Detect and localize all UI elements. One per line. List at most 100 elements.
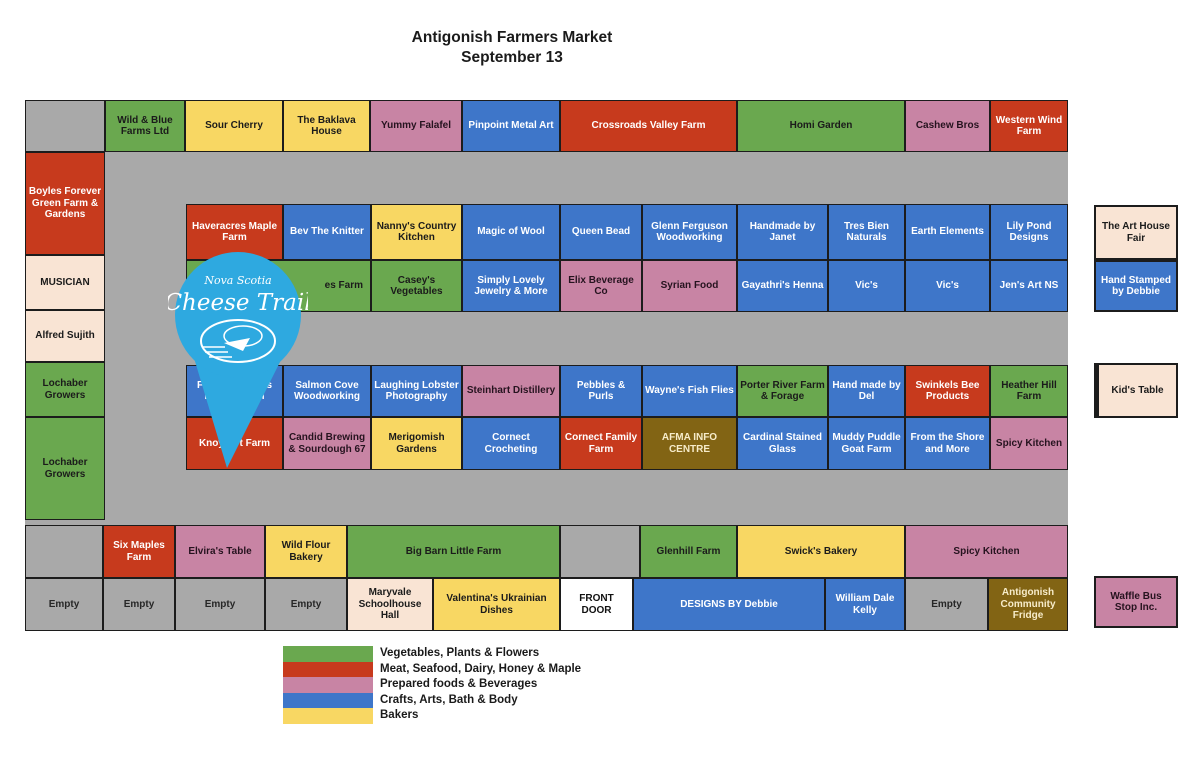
stall-front-door: FRONT DOOR — [560, 578, 633, 631]
stall-label: Pinpoint Metal Art — [468, 120, 554, 132]
stall-label: Simply Lovely Jewelry & More — [474, 274, 548, 298]
stall-hand-made-by-del: Hand made by Del — [828, 365, 905, 417]
stall-label: Queen Bead — [571, 226, 631, 238]
stall-label: Muddy Puddle Goat Farm — [832, 432, 901, 455]
stall-candid-brewing-sourdough-67: Candid Brewing & Sourdough 67 — [283, 417, 371, 470]
stall-label: William Dale Kelly — [835, 593, 895, 616]
stall-label: Haveracres Maple Farm — [191, 220, 278, 244]
stall-pebbles-purls: Pebbles & Purls — [560, 365, 642, 417]
legend-row-red: Meat, Seafood, Dairy, Honey & Maple — [283, 661, 581, 677]
legend-row-blue: Crafts, Arts, Bath & Body — [283, 692, 581, 708]
stall-simply-lovely-jewelry-more: Simply Lovely Jewelry & More — [462, 260, 560, 312]
stall-crossroads-valley-farm: Crossroads Valley Farm — [560, 100, 737, 152]
stall-swick-s-bakery: Swick's Bakery — [737, 525, 905, 578]
stall-porter-river-farm-forage: Porter River Farm & Forage — [737, 365, 828, 417]
stall-label: Swinkels Bee Products — [915, 379, 980, 403]
stall-empty: Empty — [103, 578, 175, 631]
stall-alfred-sujith: Alfred Sujith — [25, 310, 105, 362]
logo-region-label: Nova Scotia — [203, 274, 271, 287]
stall-label: Empty — [204, 598, 236, 610]
stall-maryvale-schoolhouse-hall: Maryvale Schoolhouse Hall — [347, 578, 433, 631]
stall-salmon-cove-woodworking: Salmon Cove Woodworking — [283, 365, 371, 417]
stall-homi-garden: Homi Garden — [737, 100, 905, 152]
stall-label: MUSICIAN — [40, 276, 90, 288]
stall-cornect-crocheting: Cornect Crocheting — [462, 417, 560, 470]
stall-label: Alfred Sujith — [35, 330, 95, 342]
stall-label: Magic of Wool — [477, 226, 545, 238]
stall-cornect-family-farm: Cornect Family Farm — [560, 417, 642, 470]
stall-label: Six Maples Farm — [113, 540, 165, 563]
legend-swatch-green — [283, 646, 373, 662]
stall-label: Empty — [123, 598, 155, 610]
stall-label: Casey's Vegetables — [390, 274, 443, 298]
stall-label: Boyles Forever Green Farm & Gardens — [28, 186, 102, 221]
empty-map-cell — [25, 100, 105, 152]
stall-label: Western Wind Farm — [995, 114, 1063, 138]
stall-glenn-ferguson-woodworking: Glenn Ferguson Woodworking — [642, 204, 737, 260]
stall-label: Lily Pond Designs — [1006, 220, 1052, 244]
legend-swatch-red — [283, 661, 373, 677]
stall-label: Hand Stamped by Debbie — [1100, 274, 1171, 298]
stall-label: Hand made by Del — [832, 379, 901, 403]
legend-row-pink: Prepared foods & Beverages — [283, 677, 581, 693]
market-date: September 13 — [461, 49, 563, 66]
stall-label: Crossroads Valley Farm — [591, 120, 706, 132]
stall-sour-cherry: Sour Cherry — [185, 100, 283, 152]
stall-label: Kid's Table — [1111, 384, 1164, 396]
stall-the-baklava-house: The Baklava House — [283, 100, 370, 152]
stall-heather-hill-farm: Heather Hill Farm — [990, 365, 1068, 417]
stall-label: Gayathri's Henna — [741, 280, 824, 292]
legend-row-yellow: Bakers — [283, 708, 581, 724]
stall-boyles-forever-green-farm-gardens: Boyles Forever Green Farm & Gardens — [25, 152, 105, 255]
legend-label: Vegetables, Plants & Flowers — [380, 647, 540, 659]
legend-swatch-pink — [283, 677, 373, 693]
stall-label: Maryvale Schoolhouse Hall — [358, 587, 422, 622]
stall-label: Elvira's Table — [188, 545, 252, 557]
stall-cardinal-stained-glass: Cardinal Stained Glass — [737, 417, 828, 470]
stall-label: Tres Bien Naturals — [843, 220, 890, 244]
stall-label: Homi Garden — [789, 120, 853, 132]
stall-label: Empty — [290, 598, 322, 610]
stall-label: Swick's Bakery — [784, 545, 858, 557]
stall-label: DESIGNS BY Debbie — [680, 598, 778, 610]
stall-nanny-s-country-kitchen: Nanny's Country Kitchen — [371, 204, 462, 260]
stall-wild-blue-farms-ltd: Wild & Blue Farms Ltd — [105, 100, 185, 152]
cheese-trail-logo: Nova Scotia Cheese Trail — [168, 252, 308, 468]
stall-label: Earth Elements — [911, 226, 984, 238]
stall-tres-bien-naturals: Tres Bien Naturals — [828, 204, 905, 260]
stall-pinpoint-metal-art: Pinpoint Metal Art — [462, 100, 560, 152]
stall-label: Glenhill Farm — [656, 545, 721, 557]
stall-muddy-puddle-goat-farm: Muddy Puddle Goat Farm — [828, 417, 905, 470]
stall-label: Syrian Food — [660, 280, 719, 292]
stall-label: FRONT DOOR — [579, 593, 614, 616]
stall-label: Cardinal Stained Glass — [743, 432, 822, 455]
market-title: Antigonish Farmers Market — [411, 29, 613, 46]
stall-label: From the Shore and More — [910, 432, 985, 455]
stall-lily-pond-designs: Lily Pond Designs — [990, 204, 1068, 260]
stall-jen-s-art-ns: Jen's Art NS — [990, 260, 1068, 312]
stall-label: Empty — [931, 598, 962, 610]
stall-merigomish-gardens: Merigomish Gardens — [371, 417, 462, 470]
stall-swinkels-bee-products: Swinkels Bee Products — [905, 365, 990, 417]
stall-big-barn-little-farm: Big Barn Little Farm — [347, 525, 560, 578]
legend-label: Bakers — [380, 709, 419, 721]
stall-label: Bev The Knitter — [290, 226, 364, 238]
stall-label: Elix Beverage Co — [568, 274, 634, 298]
stall-label: Merigomish Gardens — [388, 432, 445, 455]
stall-label: Pebbles & Purls — [576, 379, 626, 403]
stall-valentina-s-ukrainian-dishes: Valentina's Ukrainian Dishes — [433, 578, 560, 631]
stall-label: Cashew Bros — [915, 120, 980, 132]
stall-lochaber-growers: Lochaber Growers — [25, 417, 105, 520]
stall-label: Sour Cherry — [205, 120, 263, 132]
stall-spicy-kitchen: Spicy Kitchen — [905, 525, 1068, 578]
stall-empty: Empty — [905, 578, 988, 631]
stall-label: Cornect Family Farm — [564, 432, 638, 455]
stall-william-dale-kelly: William Dale Kelly — [825, 578, 905, 631]
stall-syrian-food: Syrian Food — [642, 260, 737, 312]
empty-map-cell — [25, 525, 103, 578]
legend-row-green: Vegetables, Plants & Flowers — [283, 646, 581, 662]
stall-the-art-house-fair: The Art House Fair — [1094, 205, 1178, 260]
stall-label: Jen's Art NS — [999, 280, 1059, 292]
stall-label: Wayne's Fish Flies — [645, 385, 734, 397]
